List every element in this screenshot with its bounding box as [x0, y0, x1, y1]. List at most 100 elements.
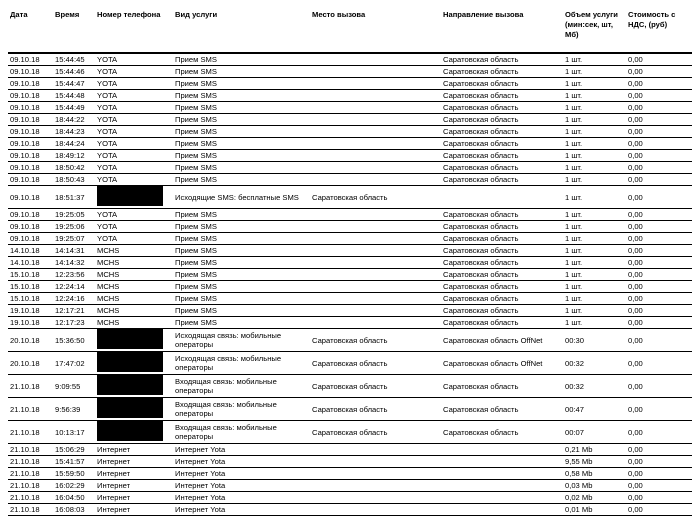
cell-service: Прием SMS: [165, 304, 310, 317]
table-row: 21.10.18 9:09:55 Входящая связь: мобильные…: [8, 374, 692, 398]
cell-place: [310, 65, 441, 78]
cell-place: [310, 232, 441, 245]
cell-volume: 00:30: [563, 328, 626, 352]
cell-service: Прием SMS: [165, 244, 310, 257]
cell-volume: 0,58 Mb: [563, 467, 626, 480]
cell-date: 09.10.18: [8, 125, 53, 138]
cell-date: 14.10.18: [8, 244, 53, 257]
cell-service: Интернет Yota: [165, 479, 310, 492]
cell-cost: 0,00: [626, 244, 692, 257]
redacted-phone-number: [97, 375, 163, 395]
cell-date: 20.10.18: [8, 351, 53, 375]
cell-direction: [441, 443, 563, 456]
cell-time: 19:25:07: [53, 232, 95, 245]
cell-cost: 0,00: [626, 443, 692, 456]
cell-service: Прием SMS: [165, 101, 310, 114]
header-cost: Стоимость с НДС, (руб): [626, 10, 692, 54]
cell-place: Саратовская область: [310, 374, 441, 398]
cell-volume: 1 шт.: [563, 208, 626, 221]
header-volume: Объем услуги (мин:сек, шт, Мб): [563, 10, 626, 54]
cell-service: Входящая связь: мобильные операторы: [165, 374, 310, 398]
cell-service: Интернет Yota: [165, 455, 310, 468]
cell-direction: Саратовская область: [441, 173, 563, 186]
cell-direction: [441, 503, 563, 516]
cell-date: 09.10.18: [8, 113, 53, 126]
cell-place: [310, 173, 441, 186]
cell-cost: 0,00: [626, 503, 692, 516]
cell-direction: [441, 455, 563, 468]
cell-direction: Саратовская область: [441, 53, 563, 66]
cell-time: 15:36:50: [53, 328, 95, 352]
cell-service: Прием SMS: [165, 77, 310, 90]
table-row: 21.10.18 9:56:39 Входящая связь: мобильные…: [8, 397, 692, 421]
cell-date: 09.10.18: [8, 232, 53, 245]
cell-direction: [441, 479, 563, 492]
cell-place: [310, 161, 441, 174]
cell-direction: Саратовская область: [441, 280, 563, 293]
cell-cost: 0,00: [626, 351, 692, 375]
cell-date: 09.10.18: [8, 173, 53, 186]
cell-service: Прием SMS: [165, 232, 310, 245]
cell-service: Входящая связь: мобильные операторы: [165, 397, 310, 421]
cell-volume: 1 шт.: [563, 65, 626, 78]
cell-date: 20.10.18: [8, 328, 53, 352]
table-row: 09.10.18 19:25:07 YOTA Прием SMS Саратовская…: [8, 232, 692, 245]
cell-cost: 0,00: [626, 185, 692, 209]
cell-phone: MCHS: [95, 244, 165, 257]
cell-place: [310, 467, 441, 480]
cell-time: 9:09:55: [53, 374, 95, 398]
cell-service: Входящая связь: мобильные операторы: [165, 420, 310, 444]
cell-direction: Саратовская область: [441, 292, 563, 305]
cell-cost: 0,00: [626, 220, 692, 233]
cell-volume: 00:32: [563, 374, 626, 398]
cell-cost: 0,00: [626, 256, 692, 269]
cell-phone: Интернет: [95, 467, 165, 480]
cell-place: [310, 503, 441, 516]
cell-volume: 1 шт.: [563, 220, 626, 233]
cell-direction: Саратовская область: [441, 374, 563, 398]
cell-volume: 1 шт.: [563, 256, 626, 269]
cell-time: 15:44:47: [53, 77, 95, 90]
table-row: 15.10.18 12:24:14 MCHS Прием SMS Саратовская…: [8, 280, 692, 293]
cell-service: Прием SMS: [165, 113, 310, 126]
cell-phone: YOTA: [95, 77, 165, 90]
table-row: 09.10.18 18:50:43 YOTA Прием SMS Саратовская…: [8, 173, 692, 186]
cell-direction: Саратовская область: [441, 420, 563, 444]
cell-service: Интернет Yota: [165, 443, 310, 456]
cell-volume: 0,03 Mb: [563, 479, 626, 492]
cell-cost: 0,00: [626, 89, 692, 102]
cell-volume: 1 шт.: [563, 77, 626, 90]
table-row: 09.10.18 15:44:49 YOTA Прием SMS Саратовская…: [8, 101, 692, 114]
table-row: 09.10.18 18:51:37 Исходящие SMS: бесплатны…: [8, 185, 692, 209]
header-service: Вид услуги: [165, 10, 310, 54]
cell-date: 09.10.18: [8, 185, 53, 209]
table-row: 09.10.18 19:25:06 YOTA Прием SMS Саратовская…: [8, 220, 692, 233]
cell-phone: [95, 185, 165, 209]
cell-volume: 1 шт.: [563, 173, 626, 186]
cell-phone: YOTA: [95, 89, 165, 102]
redacted-phone-number: [97, 186, 163, 206]
cell-time: 18:44:23: [53, 125, 95, 138]
cell-service: Интернет Yota: [165, 491, 310, 504]
cell-phone: YOTA: [95, 53, 165, 66]
cell-direction: Саратовская область: [441, 65, 563, 78]
cell-place: [310, 316, 441, 329]
cell-place: [310, 304, 441, 317]
cell-date: 21.10.18: [8, 491, 53, 504]
cell-time: 15:41:57: [53, 455, 95, 468]
cell-place: [310, 443, 441, 456]
cell-date: 09.10.18: [8, 149, 53, 162]
cell-time: 16:04:50: [53, 491, 95, 504]
cell-service: Прием SMS: [165, 173, 310, 186]
cell-date: 21.10.18: [8, 503, 53, 516]
cell-volume: 1 шт.: [563, 113, 626, 126]
cell-direction: Саратовская область: [441, 220, 563, 233]
cell-service: Прием SMS: [165, 53, 310, 66]
cell-time: 17:47:02: [53, 351, 95, 375]
cell-cost: 0,00: [626, 137, 692, 150]
cell-direction: Саратовская область OffNet: [441, 328, 563, 352]
cell-phone: YOTA: [95, 220, 165, 233]
cell-phone: YOTA: [95, 65, 165, 78]
cell-date: 09.10.18: [8, 137, 53, 150]
cell-phone: [95, 328, 165, 352]
